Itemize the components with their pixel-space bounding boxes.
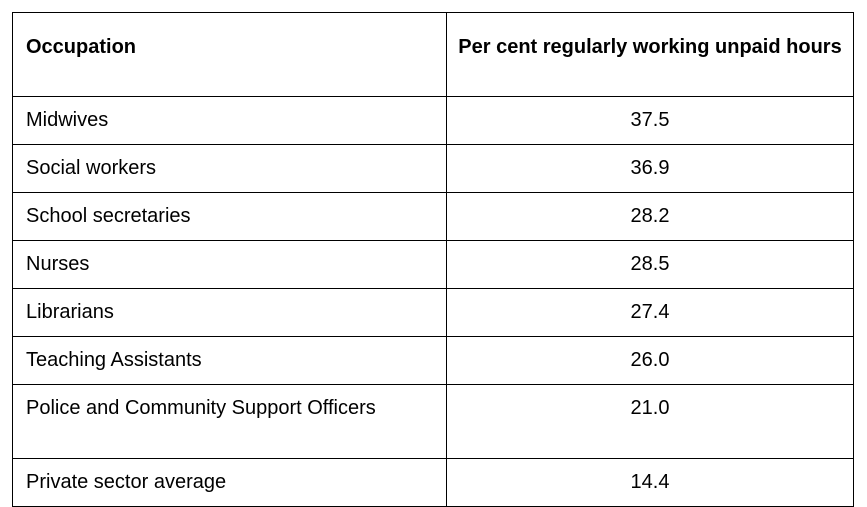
- column-header-occupation: Occupation: [12, 12, 447, 97]
- occupation-cell: Midwives: [12, 96, 447, 145]
- percent-cell: 36.9: [446, 144, 854, 193]
- occupation-cell: Private sector average: [12, 458, 447, 507]
- table-row: Teaching Assistants 26.0: [12, 336, 854, 385]
- table-row: Nurses 28.5: [12, 240, 854, 289]
- table-row: Librarians 27.4: [12, 288, 854, 337]
- table-header-row: Occupation Per cent regularly working un…: [12, 12, 854, 97]
- table-row: Social workers 36.9: [12, 144, 854, 193]
- table-row: Private sector average 14.4: [12, 458, 854, 507]
- data-table: Occupation Per cent regularly working un…: [12, 12, 854, 507]
- occupation-cell: Librarians: [12, 288, 447, 337]
- table-row: School secretaries 28.2: [12, 192, 854, 241]
- percent-cell: 37.5: [446, 96, 854, 145]
- occupation-cell: School secretaries: [12, 192, 447, 241]
- occupation-cell: Police and Community Support Officers: [12, 384, 447, 459]
- table-row: Midwives 37.5: [12, 96, 854, 145]
- column-header-percent: Per cent regularly working unpaid hours: [446, 12, 854, 97]
- table-row: Police and Community Support Officers 21…: [12, 384, 854, 459]
- percent-cell: 26.0: [446, 336, 854, 385]
- percent-cell: 27.4: [446, 288, 854, 337]
- percent-cell: 21.0: [446, 384, 854, 459]
- occupation-cell: Nurses: [12, 240, 447, 289]
- percent-cell: 14.4: [446, 458, 854, 507]
- occupation-cell: Teaching Assistants: [12, 336, 447, 385]
- percent-cell: 28.2: [446, 192, 854, 241]
- occupation-cell: Social workers: [12, 144, 447, 193]
- percent-cell: 28.5: [446, 240, 854, 289]
